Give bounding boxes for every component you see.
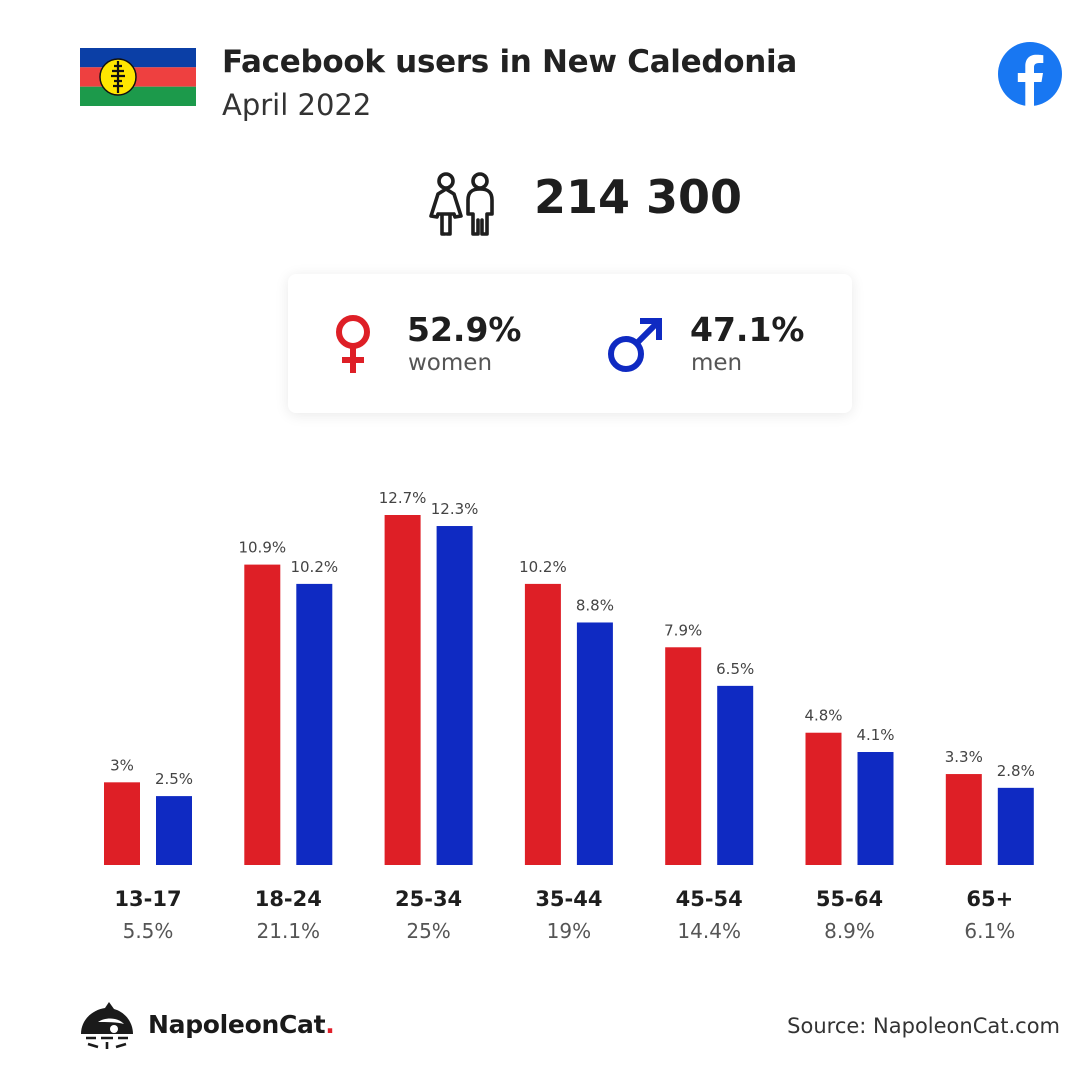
bar-women [805,732,842,865]
age-group-label: 13-17 [114,887,181,911]
bar-men [156,796,192,865]
female-symbol-icon [336,315,370,373]
men-percent: 47.1% [690,310,805,349]
gender-card [288,274,852,413]
bar-value-label: 2.5% [155,770,193,788]
napoleoncat-logo [81,1002,133,1049]
bar-value-label: 2.8% [997,762,1035,780]
bar-value-label: 3% [110,756,134,774]
brand-name: NapoleonCat. [148,1010,335,1039]
bar-men [296,583,333,865]
age-group-label: 18-24 [255,887,322,911]
bar-value-label: 10.2% [290,558,338,576]
facebook-icon [998,42,1062,106]
bar-value-label: 12.7% [379,489,427,507]
age-group-label: 55-64 [816,887,883,911]
brand-dot: . [325,1010,335,1039]
bar-value-label: 3.3% [945,748,983,766]
page-subtitle: April 2022 [222,88,372,122]
age-group-label: 35-44 [535,887,602,911]
bar-men [857,752,894,865]
age-group-total: 8.9% [824,919,875,943]
source-text: Source: NapoleonCat.com [787,1014,1060,1038]
bar-value-label: 7.9% [664,621,702,639]
male-symbol-icon [608,318,662,372]
men-label: men [691,350,743,376]
bar-value-label: 4.8% [804,707,842,725]
bar-value-label: 6.5% [716,660,754,678]
brand-name-text: NapoleonCat [148,1010,326,1039]
bar-men [997,787,1034,865]
bar-value-label: 4.1% [856,726,894,744]
bar-value-label: 10.9% [238,539,286,557]
age-group-label: 25-34 [395,887,462,911]
bar-women [104,782,140,865]
bar-value-label: 10.2% [519,558,567,576]
bar-men [436,526,473,865]
age-group-total: 5.5% [123,919,174,943]
total-users-value: 214 300 [534,170,743,224]
bar-women [384,515,421,865]
flag-icon [80,48,196,106]
bar-women [945,774,982,865]
page-title: Facebook users in New Caledonia [222,44,797,80]
age-group-total: 21.1% [257,919,321,943]
women-label: women [408,350,493,376]
bar-women [665,647,702,865]
bar-men [717,685,754,865]
bar-men [576,622,613,865]
bar-women [244,564,281,865]
bar-value-label: 8.8% [576,596,614,614]
bar-women [524,583,561,865]
age-group-label: 65+ [966,887,1013,911]
age-group-total: 19% [547,919,591,943]
age-gender-bar-chart: 3%2.5%13-175.5%10.9%10.2%18-2421.1%12.7%… [104,489,1035,943]
age-group-label: 45-54 [676,887,743,911]
age-group-total: 25% [406,919,450,943]
people-icon [429,172,494,236]
age-group-total: 14.4% [677,919,741,943]
age-group-total: 6.1% [964,919,1015,943]
bar-value-label: 12.3% [431,500,479,518]
women-percent: 52.9% [407,310,522,349]
